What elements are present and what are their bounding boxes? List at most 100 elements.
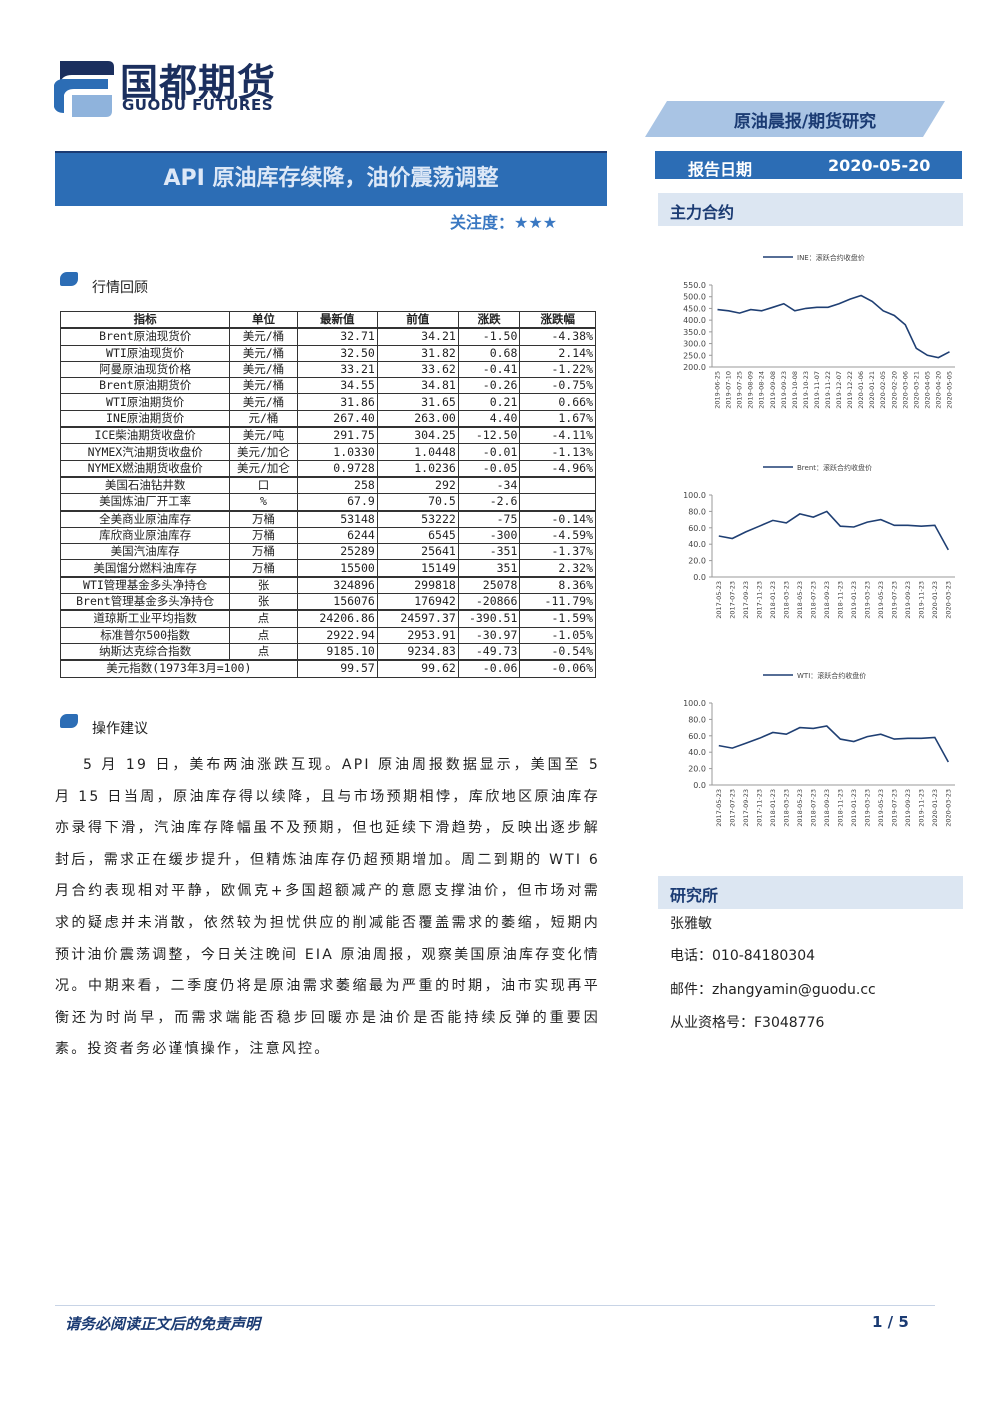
y-tick-label: 500.0: [683, 293, 706, 302]
table-cell: -300: [457, 526, 521, 545]
table-cell: 美元/桶: [229, 360, 298, 379]
table-cell: 291.75: [296, 426, 378, 445]
x-tick-label: 2019-01-23: [850, 581, 858, 619]
section-heading: 操作建议: [92, 721, 148, 737]
x-tick-label: 2018-03-23: [782, 581, 790, 619]
table-row: 美国石油钻井数口 258 292 -34: [59, 475, 596, 495]
table-cell: 万桶: [229, 559, 298, 578]
table-cell: -12.50: [457, 426, 521, 445]
table-cell: 阿曼原油现货价格: [59, 360, 231, 379]
y-tick-label: 550.0: [683, 281, 706, 290]
y-tick-label: 0.0: [693, 781, 706, 790]
y-tick-label: 300.0: [683, 340, 706, 349]
table-row: 纳斯达克综合指数点 9185.10 9234.83 -49.73 -0.54%: [59, 642, 596, 661]
logo-icon: [54, 61, 114, 117]
header-cell: 前值: [376, 311, 459, 329]
x-tick-label: 2019-08-24: [758, 371, 766, 409]
x-tick-label: 2019-03-23: [863, 789, 871, 827]
report-category: 原油晨报/期货研究: [645, 101, 945, 137]
table-cell: -30.97: [457, 626, 521, 644]
table-cell: -0.06: [457, 659, 521, 678]
data-line: [718, 510, 950, 551]
table-cell: -1.37%: [519, 543, 596, 561]
table-cell: 1.0236: [376, 459, 459, 478]
table-cell: 万桶: [229, 526, 298, 545]
x-tick-label: 2018-11-23: [836, 789, 844, 827]
x-tick-label: 2018-09-23: [823, 581, 831, 619]
table-cell: [519, 493, 596, 512]
table-cell: Brent原油期货价: [59, 377, 231, 395]
x-tick-label: 2020-04-20: [934, 371, 942, 409]
x-tick-label: 2019-10-08: [791, 371, 799, 409]
x-tick-label: 2019-03-23: [863, 581, 871, 619]
logo-text: 国都期货: [120, 61, 277, 105]
x-tick-label: 2019-12-22: [846, 371, 854, 409]
y-tick-label: 80.0: [688, 507, 706, 516]
table-cell: 67.9: [296, 493, 378, 512]
x-tick-label: 2019-11-23: [917, 789, 925, 827]
table-cell: 2953.91: [376, 626, 459, 644]
table-cell: 267.40: [296, 409, 378, 428]
table-cell: 美元/桶: [229, 344, 298, 362]
table-cell: INE原油期货价: [59, 409, 231, 428]
table-cell: 324896: [296, 575, 378, 595]
table-cell: 口: [229, 475, 298, 495]
table-row: WTI管理基金多头净持仓张 324896 299818 25078 8.36%: [59, 575, 596, 595]
x-tick-label: 2019-05-23: [877, 789, 885, 827]
table-cell: -1.22%: [519, 360, 596, 379]
table-cell: 张: [229, 593, 298, 611]
table-cell: -4.59%: [519, 526, 596, 545]
table-cell: 31.65: [376, 393, 459, 411]
x-tick-label: 2019-07-23: [890, 789, 898, 827]
table-cell: 32.50: [296, 344, 378, 362]
x-tick-label: 2019-08-09: [747, 371, 755, 409]
y-tick-label: 250.0: [683, 351, 706, 360]
table-cell: 33.21: [296, 360, 378, 379]
table-cell: 299818: [376, 575, 459, 595]
x-tick-label: 2017-11-23: [755, 581, 763, 619]
table-cell: 2.32%: [519, 559, 596, 578]
table-cell: 34.81: [376, 377, 459, 395]
legend-label: WTI：滚跃合约收盘价: [797, 671, 866, 680]
section-heading: 研究所: [658, 876, 963, 909]
table-cell: -4.11%: [519, 426, 596, 445]
table-cell: 25641: [376, 543, 459, 561]
table-cell: -0.41: [457, 360, 521, 379]
table-cell: 32.71: [296, 327, 378, 346]
table-cell: 25289: [296, 543, 378, 561]
legend-label: INE：滚跃合约收盘价: [797, 253, 865, 262]
header-cell: 涨跌幅: [519, 311, 596, 329]
table-cell: 美元指数(1973年3月=100): [60, 659, 298, 678]
attention-rating: 关注度：★★★: [450, 213, 558, 232]
table-cell: WTI原油现货价: [59, 344, 231, 362]
footer-rule: [55, 1305, 935, 1306]
x-tick-label: 2018-03-23: [782, 789, 790, 827]
table-cell: 263.00: [376, 409, 459, 428]
table-row: 美国馏分燃料油库存 万桶 15500 15149 351 2.32%: [59, 559, 596, 578]
table-cell: 点: [229, 609, 298, 628]
table-row: WTI原油期货价 美元/桶 31.86 31.65 0.21 0.66%: [59, 393, 596, 411]
x-tick-label: 2019-11-07: [813, 371, 821, 409]
x-tick-label: 2020-01-23: [931, 789, 939, 827]
table-cell: WTI原油期货价: [59, 393, 231, 411]
table-cell: -75: [457, 509, 521, 528]
table-cell: [519, 475, 596, 495]
table-cell: 库欣商业原油库存: [59, 526, 231, 545]
x-tick-label: 2017-11-23: [755, 789, 763, 827]
table-cell: 99.62: [376, 659, 459, 678]
x-tick-label: 2019-09-23: [780, 371, 788, 409]
section-icon: [60, 714, 78, 728]
table-cell: 304.25: [376, 426, 459, 445]
x-tick-label: 2017-09-23: [742, 789, 750, 827]
advice-paragraph: 5 月 19 日，美布两油涨跌互现。API 原油周报数据显示，美国至 5 月 1…: [55, 757, 600, 1058]
x-tick-label: 2019-06-25: [714, 371, 722, 409]
x-tick-label: 2019-09-23: [904, 581, 912, 619]
x-tick-label: 2019-10-23: [802, 371, 810, 409]
table-cell: -0.01: [457, 443, 521, 461]
x-tick-label: 2018-07-23: [809, 789, 817, 827]
table-cell: 点: [229, 642, 298, 661]
x-tick-label: 2018-11-23: [836, 581, 844, 619]
x-tick-label: 2017-05-23: [715, 581, 723, 619]
table-cell: 9185.10: [296, 642, 378, 661]
table-cell: WTI管理基金多头净持仓: [59, 575, 231, 595]
